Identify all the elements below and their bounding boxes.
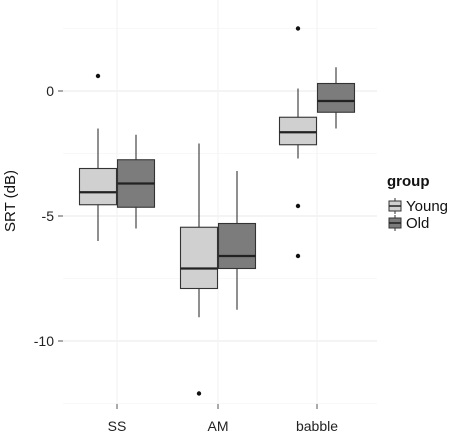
box-young-babble [278,26,318,259]
outlier-point [295,26,301,31]
box-young-am [179,143,219,396]
legend-label: Old [406,215,429,232]
outlier-point [295,203,301,209]
y-tick-label: 0 [46,83,54,99]
box-body [316,82,356,113]
box-old-am [217,171,257,310]
x-tick-label: SS [108,418,127,433]
box-body [278,116,318,146]
legend-label: Young [406,198,448,215]
outlier-point [196,391,202,396]
legend-item-young: Young [388,198,448,215]
box-young-ss [78,73,118,241]
x-tick-label: babble [296,418,338,433]
box-old-ss [116,134,156,229]
box-old-babble [316,67,356,129]
box-series [78,26,356,396]
y-axis: 0 -5 -10 [34,83,63,349]
box-body [179,226,219,290]
box-body [217,222,257,270]
outlier-point [95,73,101,79]
box-body [78,167,118,206]
y-axis-title: SRT (dB) [2,170,19,232]
y-tick-label: -5 [42,208,55,224]
outlier-point [295,253,301,259]
legend-title: group [387,173,430,190]
x-tick-label: AM [208,418,229,433]
legend-item-old: Old [388,215,429,232]
x-axis: SS AM babble [108,404,338,433]
y-tick-label: -10 [34,333,54,349]
gridlines [63,0,377,404]
